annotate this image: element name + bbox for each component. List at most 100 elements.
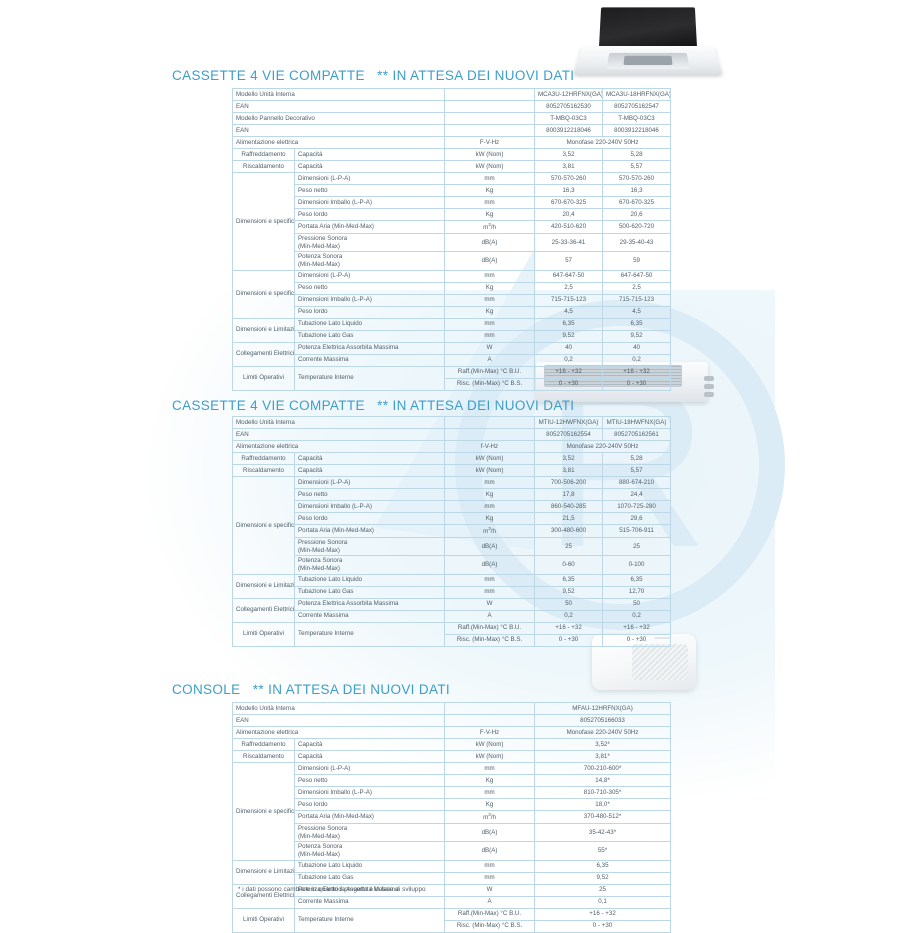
row-value: MCA3U-18HRFNX(GA) [602, 88, 672, 101]
row-label: Pressione Sonora (Min-Med-Max) [293, 536, 446, 557]
row-value: 8052705162554 [534, 428, 604, 441]
table-row: Tubazione Lato Gas mm 9,52 [233, 871, 672, 885]
row-unit: Kg [444, 208, 536, 221]
table-row: Riscaldamento Capacità kW (Nom) 3,81* [232, 750, 672, 763]
table-row: Portata Aria (Min-Med-Max) m3/h 420-510-62… [233, 220, 672, 234]
table-row: Portata Aria (Min-Med-Max) m3/h 300-480-60… [233, 524, 672, 538]
row-value: 12,70 [602, 585, 672, 599]
row-unit: F-V-Hz [444, 726, 536, 739]
row-label: Tubazione Lato Liquido [293, 573, 446, 587]
row-value: 0 - +30 [534, 377, 604, 391]
duct-pipe-upper [704, 376, 714, 381]
row-unit: mm [444, 293, 536, 307]
table-row: Pressione Sonora (Min-Med-Max) dB(A) 35-42-… [233, 822, 672, 843]
row-unit: dB(A) [444, 822, 536, 843]
spec-table-cassette-compatte-2: Modello Unità Interna MTIU-12HWFNX(GA) MTI… [231, 416, 672, 647]
row-value: 9,52 [534, 329, 604, 343]
table-row: EAN 8003912218046 8003912218046 [231, 124, 672, 137]
row-unit: Kg [444, 305, 536, 319]
row-unit [444, 416, 536, 429]
row-label: EAN [231, 124, 446, 137]
row-label: Tubazione Lato Gas [293, 871, 446, 885]
row-label: Portata Aria (Min-Med-Max) [293, 810, 446, 824]
table-row: Raffreddamento Capacità kW (Nom) 3,52 5,28 [232, 148, 672, 161]
row-group-label: Dimensioni e specifiche Pannello Decorat… [232, 269, 295, 319]
row-group-label: Dimensioni e specifiche Unità Interna [232, 172, 295, 271]
table-row: Tubazione Lato Gas mm 9,52 9,52 [233, 329, 672, 343]
row-value: 300-480-600 [534, 524, 604, 538]
console-grille [632, 644, 688, 680]
row-label: Dimensioni (L-P-A) [293, 762, 446, 775]
row-value: 29-35-40-43 [602, 232, 672, 253]
table-row: Pressione Sonora (Min-Med-Max) dB(A) 25 25 [233, 536, 672, 557]
row-label: Tubazione Lato Gas [293, 329, 446, 343]
table-row: Limiti Operativi Temperature Interne Raff.… [232, 621, 672, 647]
row-value: 40 [534, 341, 604, 355]
row-value: Monofase 220-240V 50Hz [534, 440, 672, 453]
section-title-cassette-compatte: CASSETTE 4 VIE COMPATTE ** IN ATTESA DEI… [172, 68, 574, 83]
table-row: Modello Unità Interna MCA3U-12HRFNX(GA) MC… [231, 88, 672, 101]
row-unit [444, 124, 536, 137]
row-unit: Raff.(Min-Max) °C B.U. [444, 365, 536, 379]
row-value: 6,35 [534, 859, 672, 873]
row-label: EAN [231, 428, 446, 441]
row-value: 420-510-620 [534, 220, 604, 234]
row-value: 860-540-285 [534, 500, 604, 513]
cassette-panel [573, 46, 723, 76]
row-unit: kW (Nom) [444, 160, 536, 173]
table-row: Dimensioni e specifiche Unità InternaDim… [232, 476, 672, 575]
row-value: 25-33-36-41 [534, 232, 604, 253]
row-unit: kW (Nom) [444, 738, 536, 751]
row-value: 1070-725-280 [602, 500, 672, 513]
row-group-label: Limiti Operativi [232, 365, 295, 391]
row-label: Peso netto [293, 281, 446, 295]
section-title-cassette-compatte-2: CASSETTE 4 VIE COMPATTE ** IN ATTESA DEI… [172, 398, 574, 413]
row-unit: m3/h [444, 220, 536, 234]
row-value: 6,35 [602, 317, 672, 331]
row-unit: Kg [444, 184, 536, 197]
row-value: 25 [534, 536, 604, 557]
row-unit: Kg [444, 281, 536, 295]
row-value: 8052705166033 [534, 714, 672, 727]
row-unit: Kg [444, 774, 536, 787]
row-unit [444, 88, 536, 101]
table-row: Modello Pannello Decorativo T-MBQ-03C3 T-M… [231, 112, 672, 125]
row-value: 6,35 [534, 573, 604, 587]
row-value: 24,4 [602, 488, 672, 501]
row-value: 8052705162561 [602, 428, 672, 441]
row-unit: dB(A) [444, 251, 536, 271]
table-row: Dimensioni e Limitazioni Circuito Frigor… [232, 859, 672, 885]
ceiling-cassette-unit-image [573, 2, 728, 82]
row-value: +16 - +32 [534, 621, 604, 635]
row-value: 715-715-123 [602, 293, 672, 307]
row-value: 6,35 [602, 573, 672, 587]
row-value: 18,0* [534, 798, 672, 811]
table-row: Alimentazione elettrica F-V-Hz Monofase 22… [231, 136, 672, 149]
footnote: * i dati possono cambiare in quanto il p… [238, 886, 426, 893]
row-value: MCA3U-12HRFNX(GA) [534, 88, 604, 101]
row-value: 3,81* [534, 750, 672, 763]
table-row: Collegamenti Elettrici Potenza Elettrica … [232, 341, 672, 367]
row-value: 0,2 [602, 353, 672, 367]
row-group-label: Riscaldamento [232, 464, 295, 477]
row-label: Capacità [293, 148, 446, 161]
row-label: Temperature Interne [293, 907, 446, 933]
row-unit: f-V-Hz [444, 440, 536, 453]
table-row: Peso lordo Kg 20,4 20,6 [233, 208, 672, 221]
section-title-text: CASSETTE 4 VIE COMPATTE [172, 68, 365, 83]
row-value: 5,57 [602, 160, 672, 173]
row-label: Portata Aria (Min-Med-Max) [293, 220, 446, 234]
table-row: Corrente Massima A 0,2 0,2 [233, 609, 672, 623]
table-row: Potenza Sonora (Min-Med-Max) dB(A) 0-60 0-10… [233, 555, 672, 575]
row-label: Capacità [293, 750, 446, 763]
row-unit: dB(A) [444, 555, 536, 575]
row-value: 715-715-123 [534, 293, 604, 307]
row-unit: kW (Nom) [444, 148, 536, 161]
table-row: Peso netto Kg 14,8* [233, 774, 672, 787]
row-label: Potenza Elettrica Assorbita Massima [293, 597, 446, 611]
row-unit: A [444, 609, 536, 623]
row-label: Peso lordo [293, 208, 446, 221]
row-group-label: Collegamenti Elettrici [232, 341, 295, 367]
row-value: 57 [534, 251, 604, 271]
row-label: Peso netto [293, 184, 446, 197]
